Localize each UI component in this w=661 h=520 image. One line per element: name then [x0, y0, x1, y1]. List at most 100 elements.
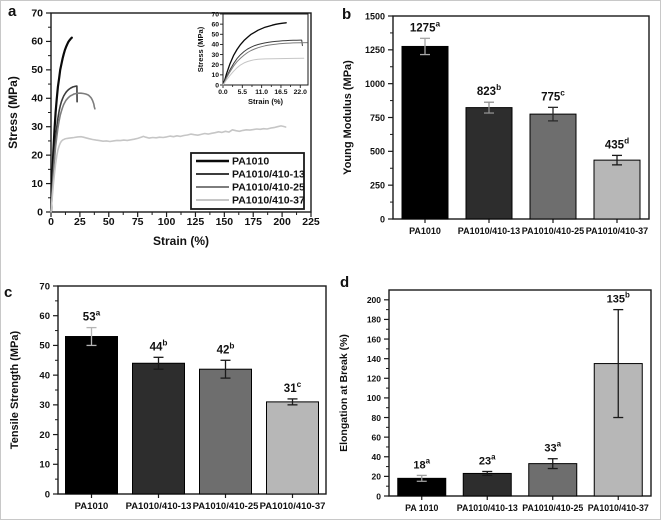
x-tick-label: 150	[216, 216, 234, 228]
y-axis-title: Young Modulus (MPa)	[342, 60, 354, 175]
x-axis-title: Strain (%)	[153, 234, 209, 248]
bar-value-label: 135b	[607, 291, 630, 306]
bar	[465, 107, 513, 220]
panel-c-tensile-strength: c 0 10 20 30 40 50 60 70 Tensile Strength (MPa) P…	[1, 261, 332, 519]
y-tick-label: 30	[31, 121, 43, 133]
bar-value-label: 44b	[150, 338, 168, 353]
category-label: PA1010/410-25	[193, 501, 260, 512]
y-tick-label: 50	[39, 341, 50, 352]
x-tick-label: 50	[103, 216, 115, 228]
y-tick-label: 750	[370, 113, 385, 123]
y-tick-label: 20	[31, 149, 43, 161]
panel-label-d: d	[340, 274, 350, 291]
legend-label: PA1010	[232, 156, 269, 168]
x-tick-label: 175	[244, 216, 262, 228]
y-tick-label: 40	[39, 370, 50, 381]
inset-x-tick-label: 5.5	[238, 89, 248, 96]
bar	[132, 362, 185, 495]
y-tick-label: 100	[367, 393, 381, 403]
y-axis-title: Stress (MPa)	[6, 76, 20, 149]
y-tick-label: 70	[39, 281, 50, 292]
series-line-PA1010/410-25	[50, 92, 96, 213]
y-tick-label: 30	[39, 400, 50, 411]
y-tick-label: 0	[37, 206, 43, 218]
legend-label: PA1010/410-37	[232, 195, 305, 207]
category-label: PA1010/410-37	[260, 501, 326, 512]
y-tick-label: 20	[372, 472, 382, 482]
inset-y-tick-label: 60	[211, 21, 219, 28]
y-tick-label: 0	[45, 489, 50, 500]
inset-series-line-PA1010	[222, 22, 287, 86]
category-label: PA 1010	[405, 503, 438, 513]
y-tick-label: 60	[31, 36, 43, 48]
x-tick-label: 75	[132, 216, 144, 228]
bar-value-label: 31c	[284, 380, 302, 395]
y-tick-label: 200	[367, 295, 381, 305]
bar-value-label: 42b	[217, 341, 235, 356]
inset-x-tick-label: 22.0	[294, 89, 307, 96]
x-tick-label: 0	[48, 216, 54, 228]
bar-value-label: 18a	[413, 456, 430, 471]
inset-y-tick-label: 10	[211, 72, 219, 79]
bar	[529, 113, 577, 220]
inset-x-tick-label: 11.0	[255, 89, 268, 96]
inset-y-tick-label: 50	[211, 32, 219, 39]
tensile-strength-chart: 0 10 20 30 40 50 60 70 Tensile Strength (MPa) PA1…	[9, 281, 327, 512]
category-label: PA1010/410-37	[586, 226, 648, 236]
inset-series-line-PA1010/410-25	[222, 42, 308, 86]
y-tick-label: 40	[372, 452, 382, 462]
inset-x-tick-label: 0.0	[218, 89, 228, 96]
series-line-PA1010	[49, 36, 73, 214]
y-tick-label: 70	[31, 7, 43, 19]
bar	[199, 368, 252, 495]
inset-x-tick-label: 16.5	[274, 89, 287, 96]
young-modulus-chart: 0 250 500 750 1000 1250 1500 Young Modulus (MPa…	[342, 11, 650, 236]
y-tick-label: 20	[39, 430, 50, 441]
x-tick-label: 100	[158, 216, 176, 228]
axes-frame	[388, 289, 652, 497]
bar-value-label: 823b	[477, 83, 501, 98]
y-tick-label: 120	[367, 374, 381, 384]
panel-label-a: a	[8, 3, 17, 20]
category-label: PA1010/410-13	[126, 501, 192, 512]
x-tick-label: 125	[187, 216, 205, 228]
legend-label: PA1010/410-13	[232, 169, 305, 181]
panel-a-stress-strain: a 0 10 20 30 40 50 60 70 0 25 50 75 100 125 150 175 200 2…	[1, 1, 332, 261]
y-tick-label: 0	[376, 491, 381, 501]
y-tick-label: 180	[367, 315, 381, 325]
bar	[266, 401, 319, 495]
category-label: PA1010/410-13	[458, 226, 520, 236]
panel-b-young-modulus: b 0 250 500 750 1000 1250 1500 Young Modulus (M…	[331, 1, 660, 261]
category-label: PA1010/410-13	[457, 503, 518, 513]
category-label: PA1010/410-37	[588, 503, 649, 513]
x-tick-label: 225	[302, 216, 320, 228]
inset-y-tick-label: 40	[211, 42, 219, 49]
y-tick-label: 160	[367, 334, 381, 344]
y-tick-label: 140	[367, 354, 381, 364]
inset-y-tick-label: 70	[211, 11, 219, 18]
inset-series-line-PA1010/410-37	[222, 57, 305, 86]
y-tick-label: 10	[31, 178, 43, 190]
inset-y-tick-label: 0	[215, 82, 219, 89]
y-tick-label: 60	[372, 432, 382, 442]
category-label: PA1010/410-25	[522, 226, 584, 236]
legend-label: PA1010/410-25	[232, 182, 305, 194]
x-tick-label: 200	[273, 216, 291, 228]
y-tick-label: 80	[372, 413, 382, 423]
y-tick-label: 60	[39, 311, 50, 322]
bar-value-label: 23a	[479, 452, 496, 467]
bar	[401, 45, 449, 220]
inset-frame	[222, 13, 309, 86]
panel-label-c: c	[4, 284, 13, 301]
bar-value-label: 775c	[541, 88, 565, 103]
y-tick-label: 40	[31, 93, 43, 105]
bar-value-label: 33a	[544, 440, 561, 455]
bar	[65, 336, 118, 495]
bar-value-label: 53a	[83, 309, 101, 324]
bar-value-label: 1275a	[410, 19, 441, 34]
y-tick-label: 1250	[365, 45, 385, 55]
y-tick-label: 50	[31, 64, 43, 76]
elongation-chart: 0 20 40 60 80 100 120 140 160 180 200 Elongation at…	[338, 289, 652, 513]
